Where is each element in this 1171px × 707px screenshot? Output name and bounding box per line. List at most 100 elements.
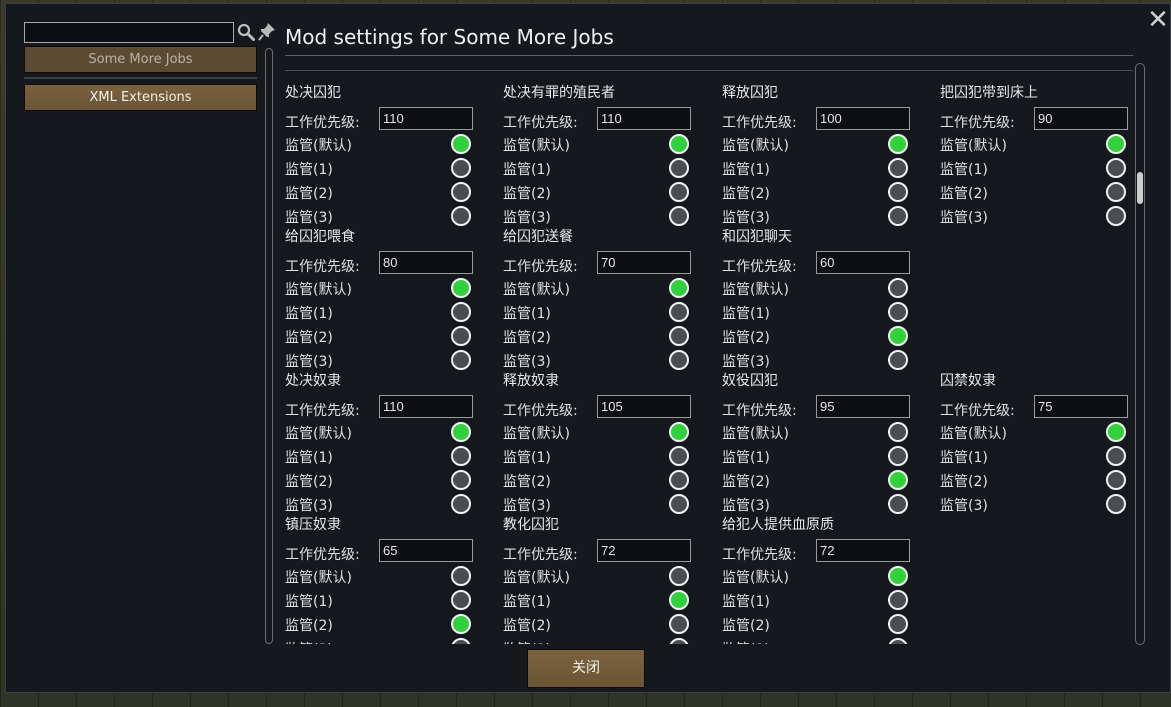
content-scrollbar-track[interactable] (1135, 63, 1145, 645)
job-title: 奴役囚犯 (722, 373, 778, 389)
supervision-label: 监管(3) (722, 354, 770, 370)
close-icon[interactable]: ✕ (1147, 5, 1169, 35)
close-button[interactable]: 关闭 (527, 649, 645, 688)
radio-unselected[interactable] (1106, 158, 1126, 178)
radio-unselected[interactable] (669, 302, 689, 322)
job-title: 处决奴隶 (285, 373, 341, 389)
radio-unselected[interactable] (669, 326, 689, 346)
supervision-label: 监管(默认) (722, 570, 789, 586)
radio-selected[interactable] (451, 614, 471, 634)
priority-input[interactable] (597, 107, 691, 130)
radio-unselected[interactable] (888, 278, 908, 298)
priority-label: 工作优先级: (940, 115, 1015, 131)
sidebar-scrollbar[interactable] (265, 48, 273, 644)
job-title: 释放囚犯 (722, 85, 778, 101)
radio-unselected[interactable] (451, 350, 471, 370)
radio-unselected[interactable] (669, 206, 689, 226)
search-input[interactable] (24, 22, 234, 43)
radio-selected[interactable] (1106, 134, 1126, 154)
radio-unselected[interactable] (669, 470, 689, 490)
radio-unselected[interactable] (451, 158, 471, 178)
priority-label: 工作优先级: (503, 547, 578, 563)
radio-selected[interactable] (888, 470, 908, 490)
radio-unselected[interactable] (669, 566, 689, 586)
supervision-label: 监管(默认) (722, 138, 789, 154)
radio-unselected[interactable] (451, 590, 471, 610)
radio-unselected[interactable] (888, 638, 908, 644)
radio-selected[interactable] (669, 278, 689, 298)
supervision-label: 监管(默认) (940, 138, 1007, 154)
radio-unselected[interactable] (888, 614, 908, 634)
radio-selected[interactable] (1106, 422, 1126, 442)
search-icon[interactable] (237, 23, 255, 41)
radio-selected[interactable] (451, 278, 471, 298)
priority-input[interactable] (379, 539, 473, 562)
priority-input[interactable] (1034, 395, 1128, 418)
radio-unselected[interactable] (888, 158, 908, 178)
radio-unselected[interactable] (451, 566, 471, 586)
radio-unselected[interactable] (669, 494, 689, 514)
priority-input[interactable] (597, 395, 691, 418)
supervision-label: 监管(1) (503, 594, 551, 610)
radio-unselected[interactable] (451, 470, 471, 490)
pin-icon[interactable] (258, 22, 276, 42)
radio-unselected[interactable] (669, 638, 689, 644)
radio-unselected[interactable] (888, 590, 908, 610)
priority-input[interactable] (816, 251, 910, 274)
radio-unselected[interactable] (669, 182, 689, 202)
radio-unselected[interactable] (1106, 206, 1126, 226)
priority-label: 工作优先级: (722, 115, 797, 131)
radio-unselected[interactable] (1106, 470, 1126, 490)
radio-unselected[interactable] (888, 494, 908, 514)
radio-unselected[interactable] (1106, 182, 1126, 202)
supervision-label: 监管(1) (940, 450, 988, 466)
radio-unselected[interactable] (451, 326, 471, 346)
radio-selected[interactable] (888, 326, 908, 346)
radio-unselected[interactable] (669, 158, 689, 178)
priority-input[interactable] (816, 539, 910, 562)
priority-input[interactable] (597, 251, 691, 274)
radio-selected[interactable] (669, 134, 689, 154)
supervision-label: 监管(2) (722, 186, 770, 202)
radio-unselected[interactable] (669, 614, 689, 634)
priority-label: 工作优先级: (722, 547, 797, 563)
radio-unselected[interactable] (1106, 494, 1126, 514)
priority-input[interactable] (379, 395, 473, 418)
supervision-label: 监管(2) (722, 474, 770, 490)
mod-item-some-more-jobs[interactable]: Some More Jobs (24, 46, 257, 73)
radio-selected[interactable] (888, 134, 908, 154)
radio-selected[interactable] (669, 590, 689, 610)
radio-unselected[interactable] (1106, 446, 1126, 466)
radio-selected[interactable] (451, 134, 471, 154)
mod-item-xml-extensions[interactable]: XML Extensions (24, 84, 257, 111)
radio-unselected[interactable] (451, 302, 471, 322)
radio-unselected[interactable] (451, 446, 471, 466)
radio-selected[interactable] (669, 422, 689, 442)
radio-selected[interactable] (888, 566, 908, 586)
content-scrollbar-thumb[interactable] (1137, 172, 1143, 204)
priority-input[interactable] (597, 539, 691, 562)
radio-unselected[interactable] (888, 206, 908, 226)
radio-unselected[interactable] (888, 302, 908, 322)
supervision-label: 监管(3) (285, 498, 333, 514)
radio-unselected[interactable] (451, 182, 471, 202)
priority-input[interactable] (816, 395, 910, 418)
radio-unselected[interactable] (451, 206, 471, 226)
radio-unselected[interactable] (888, 446, 908, 466)
priority-input[interactable] (1034, 107, 1128, 130)
radio-unselected[interactable] (888, 422, 908, 442)
radio-unselected[interactable] (669, 350, 689, 370)
priority-input[interactable] (379, 107, 473, 130)
radio-unselected[interactable] (888, 350, 908, 370)
radio-unselected[interactable] (888, 182, 908, 202)
priority-input[interactable] (379, 251, 473, 274)
radio-unselected[interactable] (451, 494, 471, 514)
supervision-label: 监管(1) (285, 594, 333, 610)
supervision-label: 监管(3) (940, 210, 988, 226)
radio-selected[interactable] (451, 422, 471, 442)
supervision-label: 监管(3) (503, 639, 551, 644)
priority-input[interactable] (816, 107, 910, 130)
radio-unselected[interactable] (669, 446, 689, 466)
radio-unselected[interactable] (451, 638, 471, 644)
